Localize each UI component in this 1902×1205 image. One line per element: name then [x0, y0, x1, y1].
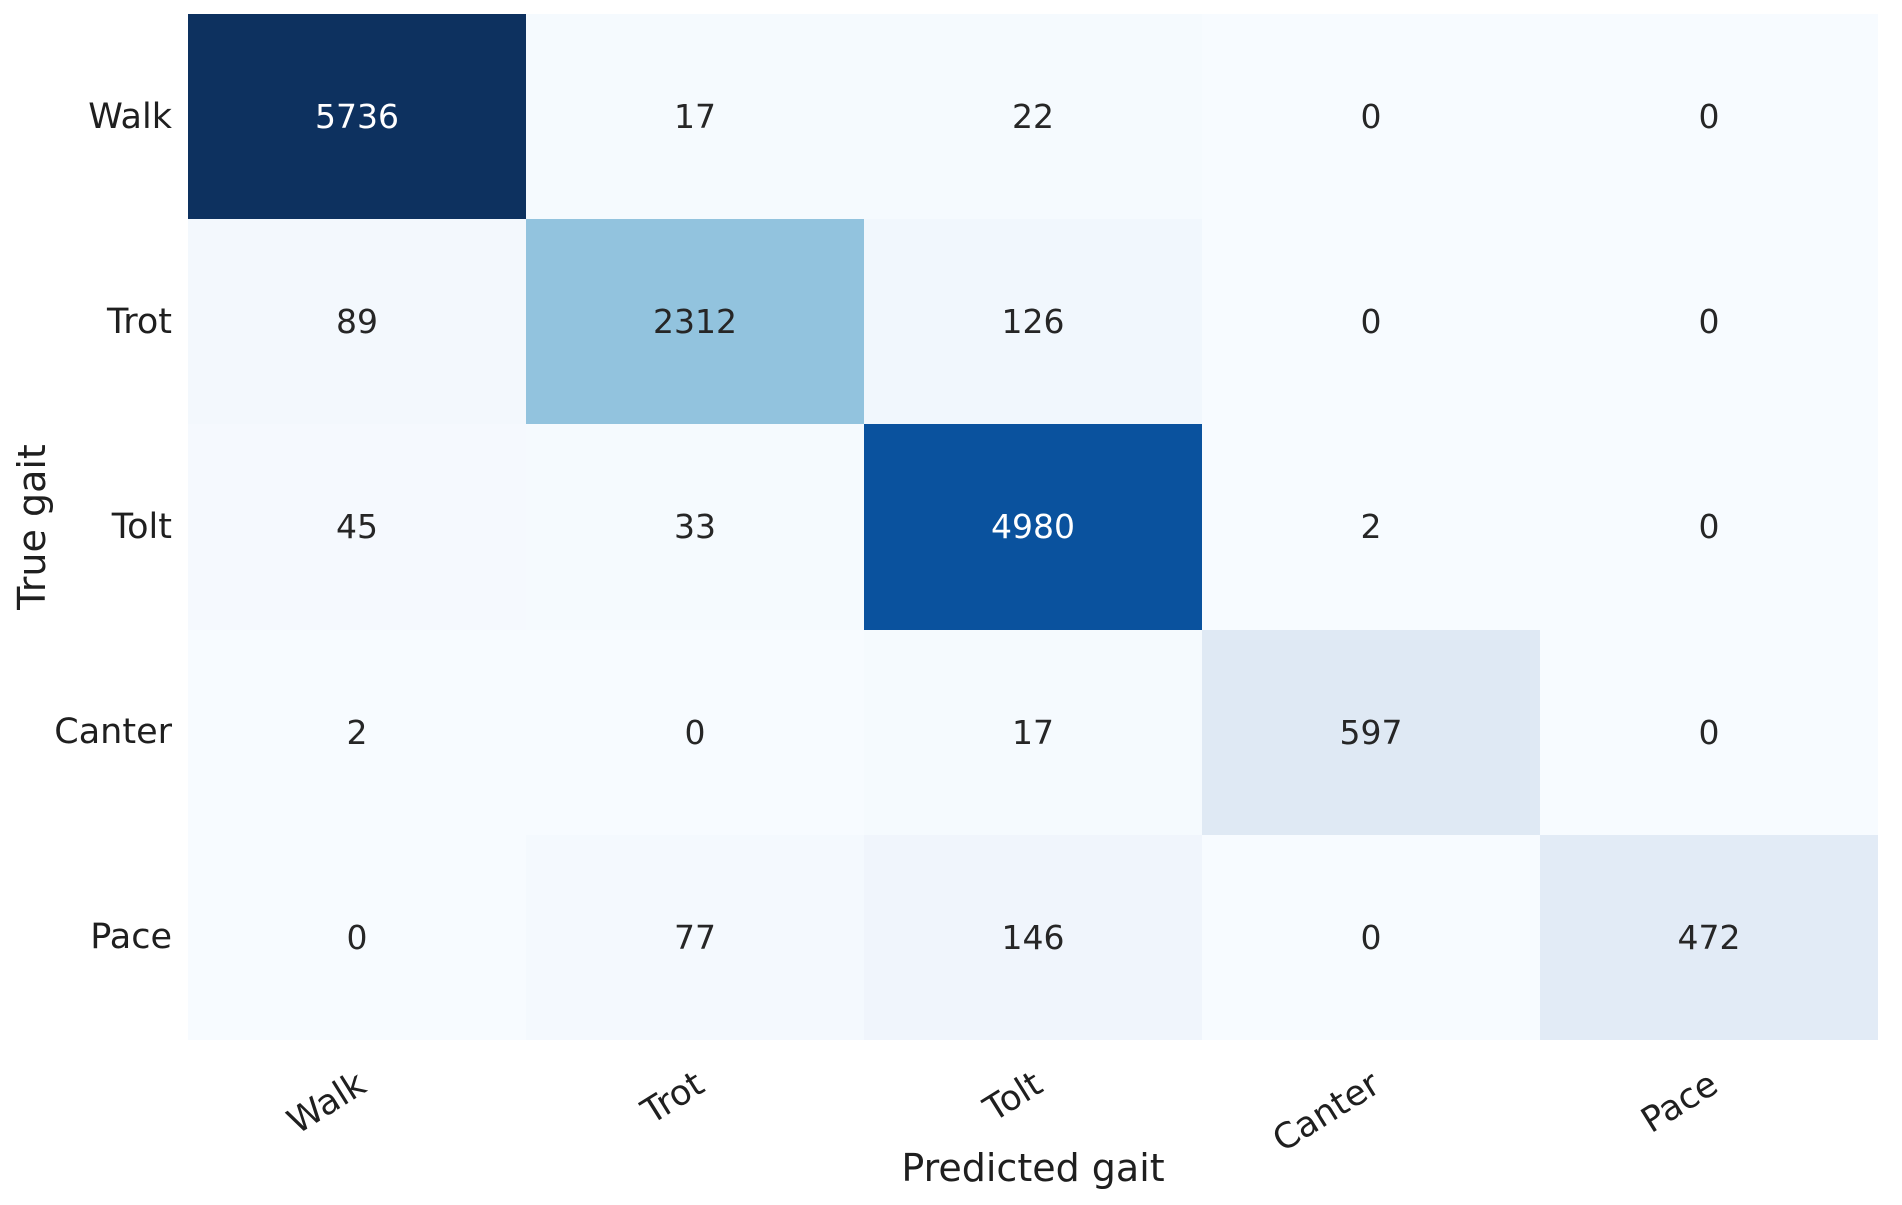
matrix-cell: 17 — [864, 629, 1202, 835]
matrix-cell: 126 — [864, 219, 1202, 425]
matrix-cell: 45 — [188, 424, 526, 630]
x-tick-label-trot: Trot — [635, 1064, 712, 1133]
x-tick-label-walk: Walk — [281, 1064, 374, 1143]
x-tick-label-pace: Pace — [1634, 1064, 1726, 1142]
matrix-cell: 0 — [188, 834, 526, 1040]
heatmap-grid: 5736 17 22 0 0 89 2312 126 0 0 45 33 498… — [188, 14, 1878, 1040]
x-tick-label-tolt: Tolt — [977, 1064, 1050, 1130]
matrix-cell: 5736 — [188, 14, 526, 220]
matrix-cell: 2312 — [526, 219, 864, 425]
y-tick-label-walk: Walk — [88, 96, 172, 137]
matrix-cell: 0 — [1540, 14, 1878, 220]
matrix-cell: 2 — [188, 629, 526, 835]
matrix-cell: 597 — [1202, 629, 1540, 835]
matrix-cell: 0 — [1202, 219, 1540, 425]
matrix-cell: 22 — [864, 14, 1202, 220]
y-tick-label-canter: Canter — [54, 712, 172, 753]
x-axis-title: Predicted gait — [901, 1146, 1165, 1190]
matrix-cell: 0 — [1540, 219, 1878, 425]
matrix-cell: 0 — [526, 629, 864, 835]
matrix-cell: 0 — [1202, 834, 1540, 1040]
y-tick-label-trot: Trot — [107, 301, 172, 342]
matrix-cell: 4980 — [864, 424, 1202, 630]
matrix-cell: 17 — [526, 14, 864, 220]
matrix-cell: 472 — [1540, 834, 1878, 1040]
y-tick-labels: Walk Trot Tolt Canter Pace — [0, 14, 172, 1040]
matrix-cell: 146 — [864, 834, 1202, 1040]
matrix-cell: 0 — [1540, 424, 1878, 630]
matrix-cell: 0 — [1540, 629, 1878, 835]
y-tick-label-tolt: Tolt — [111, 507, 172, 547]
matrix-cell: 0 — [1202, 14, 1540, 220]
y-tick-label-pace: Pace — [90, 917, 172, 958]
matrix-cell: 77 — [526, 834, 864, 1040]
matrix-cell: 33 — [526, 424, 864, 630]
matrix-cell: 89 — [188, 219, 526, 425]
matrix-cell: 2 — [1202, 424, 1540, 630]
x-tick-label-canter: Canter — [1266, 1064, 1388, 1161]
